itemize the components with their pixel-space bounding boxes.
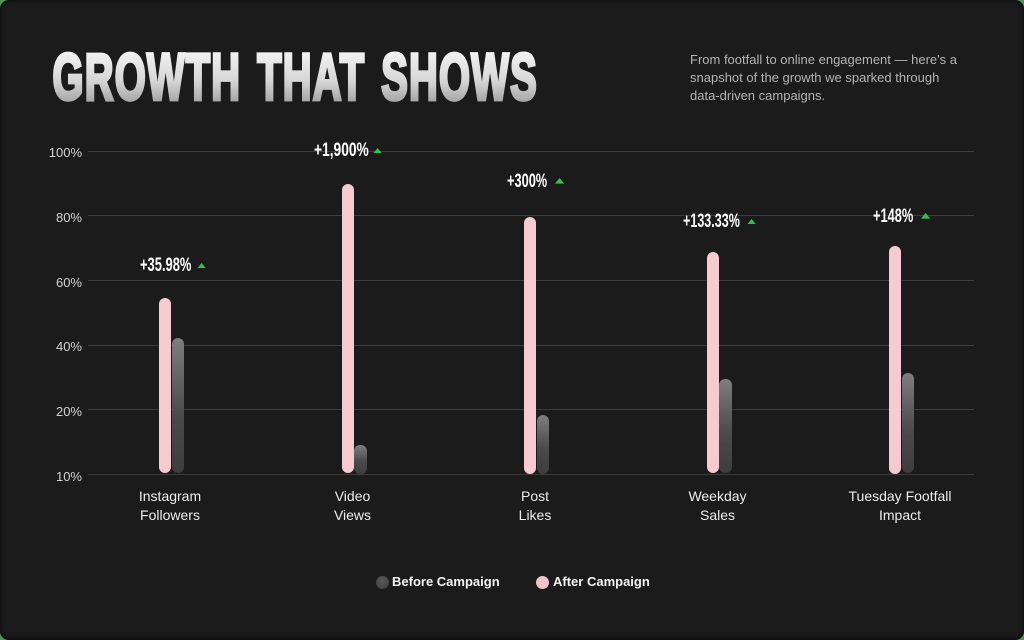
svg-text:GROWTH THAT SHOWS: GROWTH THAT SHOWS (53, 40, 538, 114)
